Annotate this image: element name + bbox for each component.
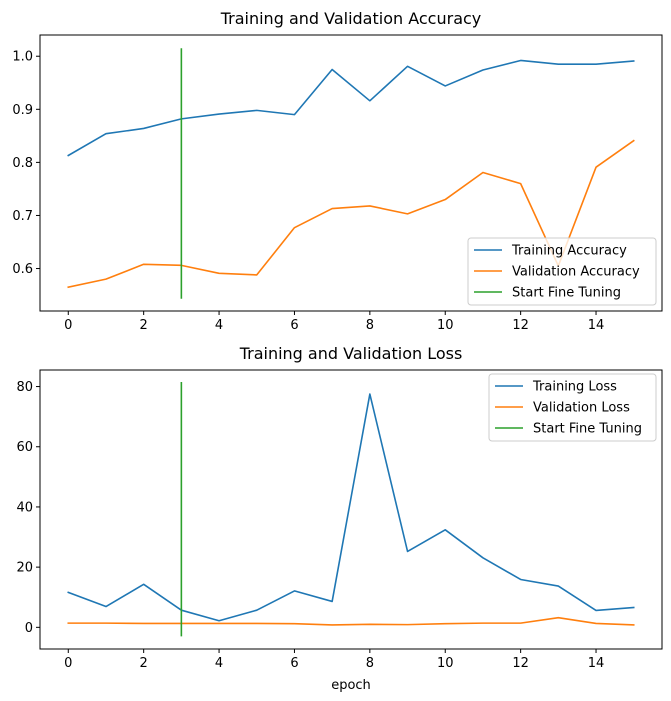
legend-label: Training Loss	[532, 380, 617, 395]
y-tick-label: 40	[16, 500, 33, 515]
legend-label: Start Fine Tuning	[533, 422, 642, 437]
series-line-training-loss	[67, 393, 635, 622]
y-tick-label: 60	[16, 440, 33, 455]
x-tick-label: 0	[64, 656, 72, 671]
series-line-training-accuracy	[67, 59, 635, 157]
x-tick-label: 6	[290, 318, 298, 333]
y-tick-label: 0.9	[12, 103, 33, 118]
x-tick-label: 2	[140, 318, 148, 333]
legend: Training Loss Validation Loss Start Fine T…	[488, 373, 657, 442]
x-tick-label: 2	[140, 656, 148, 671]
x-tick-label: 4	[215, 656, 223, 671]
plot-frame	[39, 34, 663, 312]
x-tick-label: 14	[588, 656, 605, 671]
legend: Training Accuracy Validation Accuracy Star…	[467, 237, 657, 306]
x-tick-label: 14	[588, 318, 605, 333]
x-tick-label: 4	[215, 318, 223, 333]
chart-1: Training and Validation Accuracy 0 2 4 6 8 10 1…	[12, 9, 663, 333]
x-tick-label: 6	[290, 656, 298, 671]
y-tick-label: 80	[16, 380, 33, 395]
y-tick-label: 20	[16, 561, 33, 576]
series-line-validation-loss	[67, 616, 635, 626]
chart-title: Training and Validation Accuracy	[220, 9, 482, 28]
legend-label: Training Accuracy	[511, 244, 627, 259]
x-tick-label: 8	[366, 318, 374, 333]
y-tick-label: 0	[25, 621, 33, 636]
plot-frame	[39, 369, 663, 650]
y-tick-label: 1.0	[12, 50, 33, 65]
y-tick-label: 0.8	[12, 156, 33, 171]
legend-label: Start Fine Tuning	[512, 286, 621, 301]
x-tick-label: 8	[366, 656, 374, 671]
legend-label: Validation Accuracy	[512, 265, 640, 280]
chart-2: Training and Validation Loss 0 2 4 6 8 10 12 14 0…	[16, 344, 663, 693]
x-tick-label: 0	[64, 318, 72, 333]
legend-box	[488, 373, 657, 442]
x-axis-label: epoch	[331, 678, 371, 693]
y-tick-label: 0.6	[12, 262, 33, 277]
legend-label: Validation Loss	[533, 401, 630, 416]
x-tick-label: 10	[437, 656, 454, 671]
series-line-validation-accuracy	[67, 139, 635, 289]
chart-title: Training and Validation Loss	[239, 344, 463, 363]
x-tick-label: 12	[512, 318, 529, 333]
x-tick-label: 10	[437, 318, 454, 333]
legend-box	[467, 237, 657, 306]
x-tick-label: 12	[512, 656, 529, 671]
y-tick-label: 0.7	[12, 209, 33, 224]
